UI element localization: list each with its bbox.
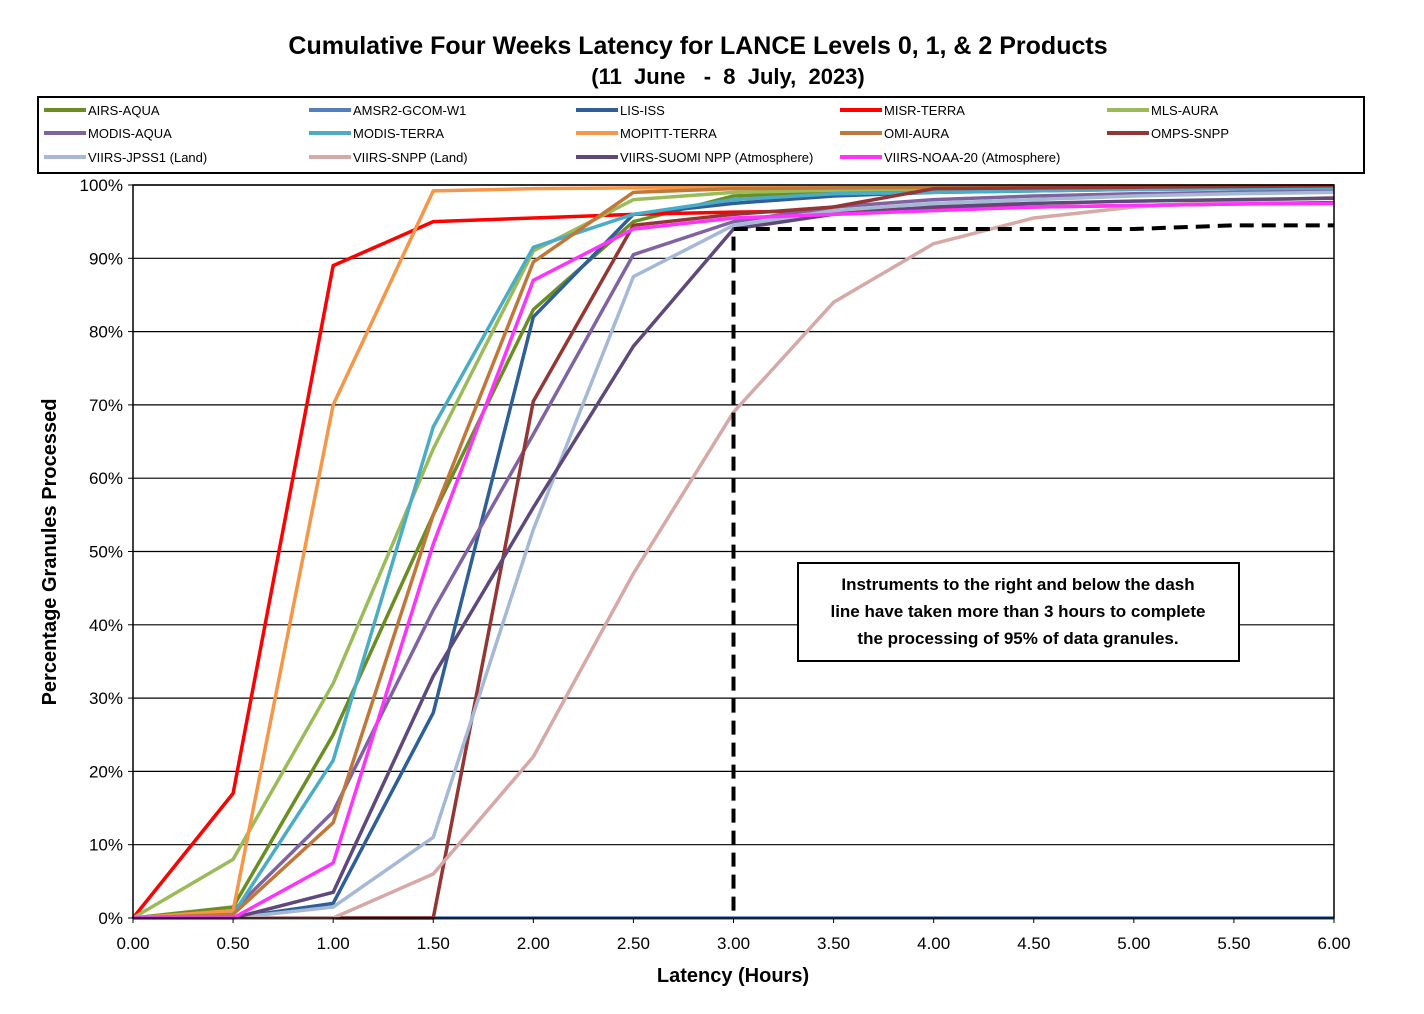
- legend-label: LIS-ISS: [620, 103, 665, 118]
- series-line-viirs-jpss1-land: [133, 190, 1335, 920]
- x-tick-label: 1.00: [317, 934, 350, 953]
- series-line-viirs-noaa-20-atmosphere: [133, 201, 1335, 920]
- x-tick-label: 4.00: [917, 934, 950, 953]
- y-axis-ticks: 0% 10% 20% 30% 40% 50% 60% 70% 80% 90% 100%: [80, 176, 133, 928]
- legend-label: MOPITT-TERRA: [620, 126, 717, 141]
- y-tick-label: 100%: [80, 176, 123, 195]
- y-tick-label: 30%: [89, 689, 123, 708]
- x-tick-label: 5.00: [1117, 934, 1150, 953]
- annotation-line-3: the processing of 95% of data granules.: [857, 629, 1178, 648]
- y-tick-label: 90%: [89, 249, 123, 268]
- legend-label: MODIS-TERRA: [353, 126, 444, 141]
- threshold-dash-line: [731, 223, 1334, 911]
- legend-label: MLS-AURA: [1151, 103, 1219, 118]
- legend-label: OMPS-SNPP: [1151, 126, 1229, 141]
- legend: AIRS-AQUA AMSR2-GCOM-W1 LIS-ISS MISR-TERRA M…: [44, 103, 1229, 165]
- series-line-modis-aqua: [132, 189, 1335, 920]
- x-tick-label: 3.00: [717, 934, 750, 953]
- x-tick-label: 0.00: [116, 934, 149, 953]
- y-tick-label: 80%: [89, 323, 123, 342]
- chart-title: Cumulative Four Weeks Latency for LANCE …: [288, 32, 1107, 60]
- legend-label: VIIRS-NOAA-20 (Atmosphere): [884, 150, 1060, 165]
- legend-label: MODIS-AQUA: [88, 126, 172, 141]
- y-axis-label: Percentage Granules Processed: [39, 399, 61, 706]
- y-tick-label: 70%: [89, 396, 123, 415]
- x-tick-label: 1.50: [417, 934, 450, 953]
- legend-label: MISR-TERRA: [884, 103, 965, 118]
- x-tick-label: 0.50: [217, 934, 250, 953]
- x-axis-label: Latency (Hours): [657, 965, 809, 987]
- legend-label: VIIRS-SNPP (Land): [353, 150, 468, 165]
- y-tick-label: 60%: [89, 469, 123, 488]
- x-tick-label: 2.00: [517, 934, 550, 953]
- y-tick-label: 40%: [89, 616, 123, 635]
- series-line-viirs-suomi-npp-atmosphere: [133, 196, 1335, 920]
- annotation-box: Instruments to the right and below the d…: [797, 562, 1240, 662]
- threshold-line: [731, 223, 1334, 911]
- legend-label: VIIRS-SUOMI NPP (Atmosphere): [620, 150, 813, 165]
- x-tick-label: 5.50: [1217, 934, 1250, 953]
- chart-subtitle: (11 June - 8 July, 2023): [591, 64, 865, 89]
- series-line-modis-terra: [132, 186, 1335, 920]
- y-tick-label: 20%: [89, 762, 123, 781]
- x-tick-label: 3.50: [817, 934, 850, 953]
- annotation-line-1: Instruments to the right and below the d…: [841, 575, 1194, 594]
- y-tick-label: 0%: [98, 909, 123, 928]
- legend-label: OMI-AURA: [884, 126, 949, 141]
- x-tick-label: 2.50: [617, 934, 650, 953]
- legend-label: VIIRS-JPSS1 (Land): [88, 150, 207, 165]
- y-tick-label: 10%: [89, 836, 123, 855]
- annotation-line-2: line have taken more than 3 hours to com…: [830, 602, 1205, 621]
- legend-label: AMSR2-GCOM-W1: [353, 103, 466, 118]
- x-tick-label: 6.00: [1317, 934, 1350, 953]
- legend-label: AIRS-AQUA: [88, 103, 160, 118]
- x-axis-ticks: 0.00 0.50 1.00 1.50 2.00 2.50 3.00 3.50 4.00 4.50…: [116, 918, 1351, 953]
- x-tick-label: 4.50: [1017, 934, 1050, 953]
- y-tick-label: 50%: [89, 543, 123, 562]
